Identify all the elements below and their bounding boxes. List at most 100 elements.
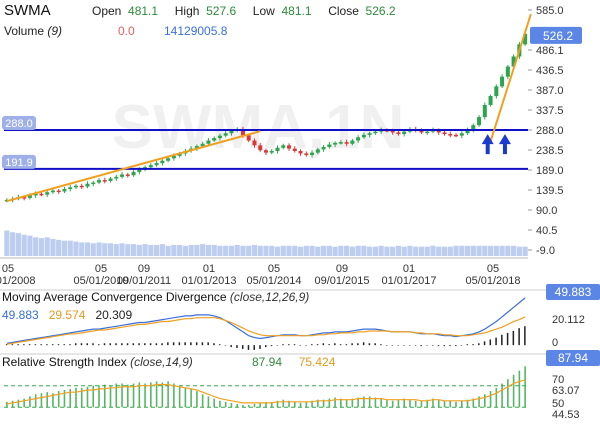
macd-histogram-bar <box>282 344 284 346</box>
volume-bar <box>430 245 436 256</box>
candle-body <box>22 197 27 199</box>
rsi-column <box>374 397 377 408</box>
rsi-column <box>161 382 164 408</box>
trend-line <box>489 13 532 142</box>
rsi-column <box>340 398 342 408</box>
macd-histogram-bar <box>449 345 451 347</box>
candle-body <box>477 117 482 126</box>
volume-bar <box>280 245 286 256</box>
macd-histogram-bar <box>236 345 238 348</box>
rsi-value-2: 75.424 <box>298 355 336 369</box>
macd-histogram-bar <box>121 343 123 346</box>
volume-bar <box>482 245 488 256</box>
macd-histogram-bar <box>524 326 526 346</box>
volume-bar <box>188 244 194 256</box>
candle-body <box>217 135 222 139</box>
candle-body <box>269 151 274 153</box>
volume-bar <box>136 244 142 256</box>
volume-bar <box>130 244 137 256</box>
rsi-column <box>512 374 515 408</box>
trend-line <box>6 130 261 203</box>
rsi-column <box>103 384 106 408</box>
volume-bar <box>142 244 148 256</box>
volume-bar <box>194 244 200 256</box>
macd-histogram-bar <box>374 343 376 346</box>
volume-bar <box>38 238 45 256</box>
macd-histogram-bar <box>501 334 503 346</box>
macd-histogram-bar <box>334 343 336 346</box>
volume-bar <box>21 234 27 256</box>
rsi-column <box>52 393 54 408</box>
macd-histogram-bar <box>328 344 330 346</box>
y-tick-label: 387.0 <box>536 85 564 97</box>
volume-bar <box>240 245 246 256</box>
ohlc-readout: Open 481.1 High 527.6 Low 481.1 Close 52… <box>92 4 396 18</box>
candle-body <box>304 153 309 156</box>
macd-histogram-bar <box>46 344 48 346</box>
candle-body <box>361 134 366 138</box>
macd-histogram-bar <box>368 343 371 346</box>
macd-histogram-bar <box>17 344 19 346</box>
rsi-column <box>507 379 509 408</box>
volume-bar <box>349 246 355 256</box>
macd-histogram-bar <box>351 343 353 346</box>
rsi-column <box>23 398 25 408</box>
macd-histogram-bar <box>443 345 446 347</box>
x-tick-label: 05/01/2018 <box>465 275 520 287</box>
rsi-column <box>196 391 198 408</box>
volume-bar <box>470 245 476 256</box>
candle-body <box>442 132 447 135</box>
x-tick-label: 01 <box>203 263 215 275</box>
rsi-column <box>167 381 169 408</box>
rsi-column <box>455 401 457 408</box>
macd-histogram-bar <box>403 345 405 346</box>
volume-param: (9) <box>47 24 63 38</box>
rsi-column <box>109 385 112 408</box>
volume-bar <box>441 246 448 256</box>
rsi-column <box>409 399 411 408</box>
rsi-column <box>63 390 66 408</box>
volume-bar <box>79 242 85 256</box>
candle-body <box>275 147 280 152</box>
rsi-tick-label: 63.07 <box>552 385 580 397</box>
candle-body <box>482 104 487 118</box>
rsi-column <box>75 387 77 408</box>
rsi-column <box>173 383 175 408</box>
rsi-column <box>478 396 480 408</box>
candle-body <box>56 190 61 193</box>
volume-bar <box>200 244 206 256</box>
y-tick-label: -9.0 <box>536 245 555 257</box>
macd-histogram-bar <box>5 344 8 346</box>
macd-histogram-bar <box>426 345 428 346</box>
rsi-column <box>178 385 181 408</box>
rsi-column <box>524 366 526 408</box>
volume-bar <box>505 245 511 256</box>
macd-value-1: 49.883 <box>2 308 39 322</box>
macd-signal-line <box>6 316 526 345</box>
macd-histogram-bar <box>270 345 273 347</box>
rsi-title-text: Relative Strength Index <box>2 355 127 369</box>
y-tick-label: 139.5 <box>536 185 564 197</box>
volume-bar <box>171 244 177 256</box>
candle-body <box>459 133 464 136</box>
macd-histogram-bar <box>420 345 422 347</box>
volume-bar <box>395 245 402 256</box>
macd-histogram-bar <box>138 343 140 346</box>
macd-histogram-bar <box>518 328 520 346</box>
rsi-column <box>282 399 285 408</box>
macd-histogram-bar <box>201 342 204 346</box>
rsi-column <box>484 394 486 408</box>
rsi-column <box>224 401 227 408</box>
macd-histogram-bar <box>184 342 186 346</box>
volume-bar <box>413 246 419 256</box>
volume-bar <box>211 244 217 256</box>
candle-body <box>402 131 407 135</box>
volume-bar <box>27 235 33 256</box>
rsi-column <box>213 398 215 408</box>
volume-bar <box>113 244 119 256</box>
volume-bar <box>223 245 229 256</box>
macd-histogram-bar <box>11 344 14 346</box>
candle-body <box>333 142 338 145</box>
candle-body <box>298 151 303 154</box>
rsi-column <box>259 402 262 408</box>
